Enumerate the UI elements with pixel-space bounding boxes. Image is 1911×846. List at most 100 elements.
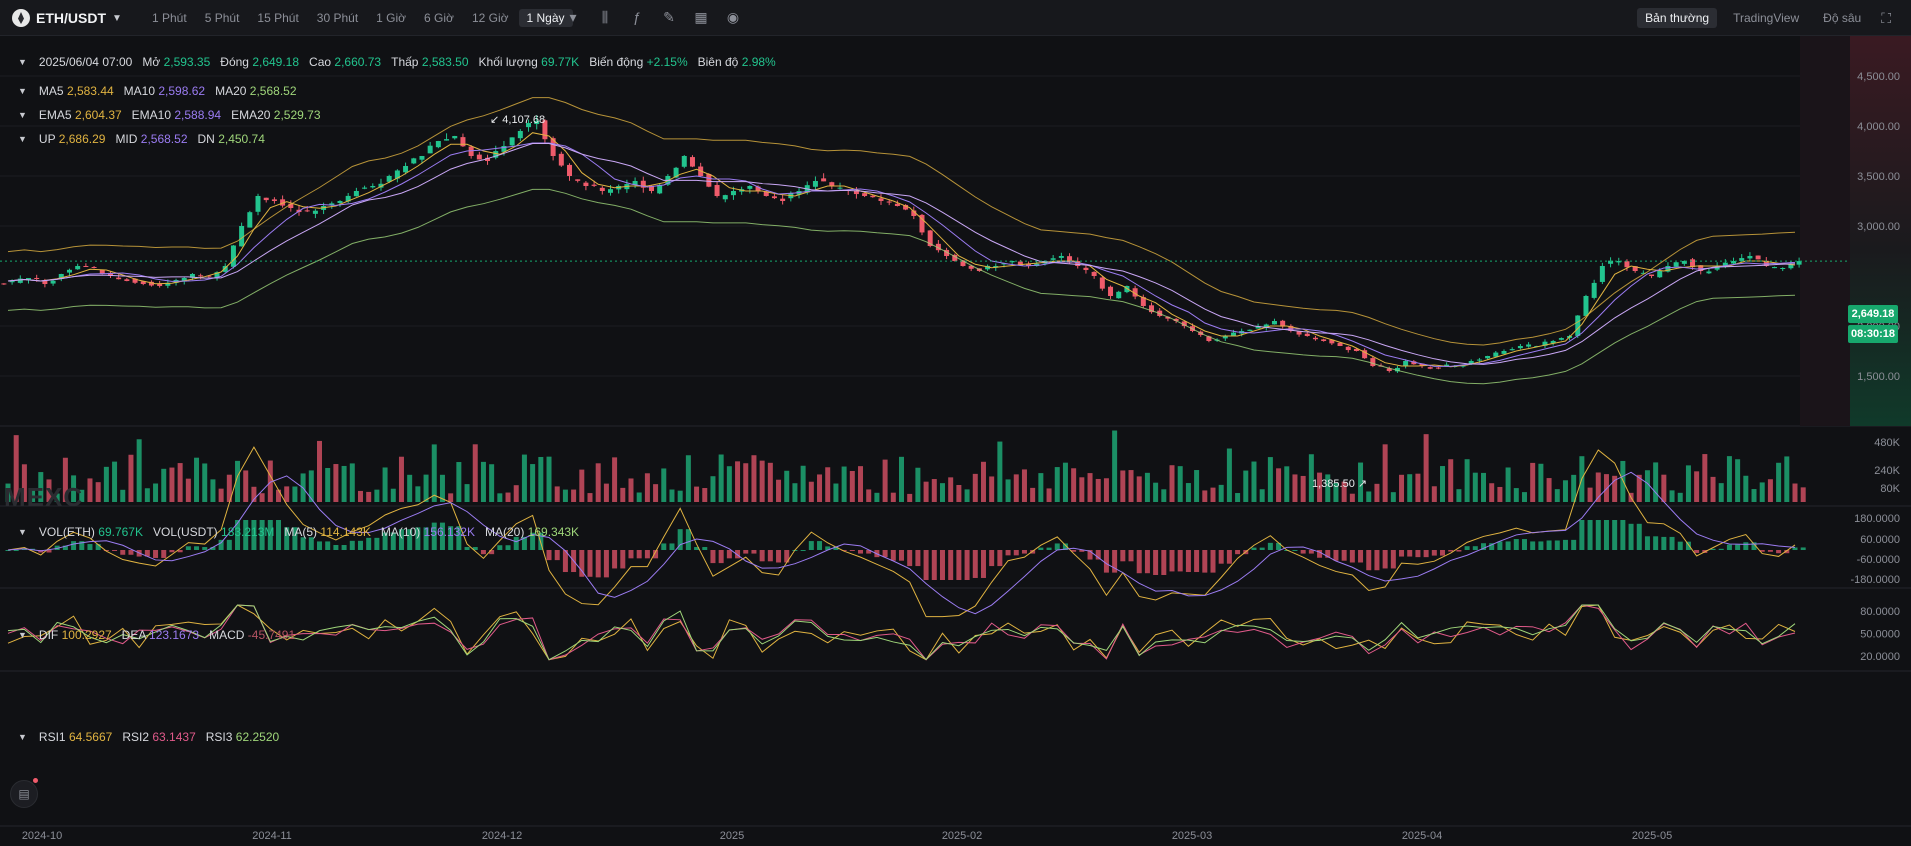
- amplitude-value: 2.98%: [741, 55, 776, 69]
- macd-histogram-bar: [243, 520, 249, 550]
- chevron-down-icon[interactable]: ▼: [112, 12, 122, 24]
- candle-body: [1780, 268, 1786, 269]
- macd-histogram-bar: [398, 529, 404, 550]
- candle-body: [370, 186, 376, 188]
- vol-ma20-label: MA(20): [484, 525, 525, 539]
- volume-tick-label: 80K: [1880, 483, 1900, 495]
- candle-type-icon[interactable]: ⫼: [601, 9, 609, 25]
- volume-tick-label: 240K: [1874, 465, 1900, 477]
- candle-body: [886, 201, 892, 203]
- macd-histogram-bar: [1185, 550, 1191, 573]
- interval-tab[interactable]: 6 Giờ: [424, 11, 454, 25]
- volume-bar: [112, 461, 118, 502]
- last-price-tag: 2,649.18: [1848, 305, 1898, 323]
- change-value: +2.15%: [646, 55, 688, 69]
- candle-body: [632, 181, 638, 186]
- interval-tab[interactable]: 1 Phút: [152, 11, 187, 25]
- macd-histogram-bar: [505, 545, 511, 550]
- macd-histogram-bar: [1112, 550, 1118, 573]
- symbol-name[interactable]: ETH/USDT: [36, 10, 106, 26]
- camera-icon[interactable]: ◉: [726, 9, 740, 25]
- boll-dn-value: 2,450.74: [218, 132, 265, 146]
- indicator-icon[interactable]: ƒ: [633, 9, 641, 25]
- volume-bar: [489, 464, 495, 502]
- candle-body: [1058, 256, 1064, 258]
- macd-histogram-bar: [1554, 540, 1560, 550]
- candle-body: [1591, 282, 1597, 298]
- chevron-down-icon[interactable]: ▼: [18, 86, 27, 96]
- macd-histogram-bar: [464, 547, 470, 550]
- interval-tab[interactable]: 12 Giờ: [471, 11, 509, 25]
- volume-bar: [333, 464, 339, 502]
- chevron-down-icon[interactable]: ▼: [18, 527, 27, 537]
- volume-bar: [169, 467, 175, 502]
- chevron-down-icon[interactable]: ▼: [18, 134, 27, 144]
- interval-dropdown-icon[interactable]: ▾: [569, 9, 577, 25]
- chevron-down-icon[interactable]: ▼: [18, 110, 27, 120]
- macd-histogram-bar: [210, 547, 216, 550]
- candle-body: [730, 191, 736, 196]
- candle-body: [1099, 277, 1105, 289]
- macd-histogram-bar: [251, 520, 257, 550]
- interval-tab[interactable]: 5 Phút: [204, 11, 240, 25]
- amplitude-label: Biên độ: [697, 55, 739, 69]
- macd-histogram-bar: [1620, 520, 1626, 550]
- chevron-down-icon[interactable]: ▼: [18, 630, 27, 640]
- view-tab[interactable]: Độ sâu: [1823, 11, 1862, 25]
- chevron-down-icon[interactable]: ▼: [18, 57, 27, 67]
- calendar-icon[interactable]: ▤: [10, 780, 38, 808]
- fullscreen-icon[interactable]: ⛶: [1881, 9, 1891, 26]
- macd-histogram-bar: [1513, 539, 1519, 550]
- macd-histogram-bar: [1653, 536, 1659, 550]
- candle-body: [1, 283, 7, 285]
- chevron-down-icon[interactable]: ▼: [18, 732, 27, 742]
- view-tab[interactable]: TradingView: [1733, 11, 1800, 25]
- macd-histogram-bar: [1349, 550, 1355, 563]
- volume-bar: [1374, 483, 1380, 502]
- candle-body: [1403, 361, 1409, 367]
- volume-bar: [735, 461, 741, 502]
- volume-bar: [1784, 456, 1790, 502]
- macd-histogram-bar: [694, 547, 700, 550]
- macd-histogram-bar: [235, 520, 241, 550]
- volume-bar: [628, 478, 634, 502]
- candle-body: [1304, 333, 1310, 336]
- volume-bar: [1218, 484, 1224, 502]
- macd-histogram-bar: [1694, 550, 1700, 553]
- dea-value: 123.1673: [149, 628, 200, 642]
- ema-legend: ▼ EMA5 2,604.37 EMA10 2,588.94 EMA20 2,5…: [18, 108, 321, 122]
- candle-body: [1140, 297, 1146, 306]
- volume-bar: [374, 489, 380, 502]
- volume-bar: [54, 493, 60, 502]
- symbol-selector[interactable]: ETH/USDT ▼: [12, 9, 122, 27]
- volume-bar: [1472, 472, 1478, 502]
- period-low-value: 1,385.50: [1312, 478, 1355, 490]
- draw-pencil-icon[interactable]: ✎: [663, 9, 675, 25]
- macd-histogram-bar: [1571, 539, 1577, 550]
- interval-tab[interactable]: 15 Phút: [257, 11, 299, 25]
- volume-bar: [1513, 488, 1519, 502]
- volume-bar: [1038, 473, 1044, 502]
- candle-body: [853, 190, 859, 195]
- ma20-line: [7, 143, 1796, 365]
- volume-bar: [1464, 459, 1470, 502]
- view-tab[interactable]: Bản thường: [1637, 8, 1718, 28]
- candle-body: [755, 186, 761, 192]
- layout-grid-icon[interactable]: ▦: [694, 9, 708, 25]
- rsi3-line: [7, 604, 1796, 661]
- volume-bar: [956, 484, 962, 502]
- chart-canvas[interactable]: 4,500.004,000.003,500.003,000.002,000.00…: [0, 36, 1911, 846]
- macd-tick-label: 60.0000: [1860, 534, 1900, 546]
- macd-histogram-bar: [448, 526, 454, 550]
- volume-bar: [1603, 474, 1609, 502]
- macd-histogram-bar: [1038, 547, 1044, 550]
- volume-bar: [1743, 475, 1749, 502]
- volume-bar: [1521, 492, 1527, 502]
- volume-bar: [972, 473, 978, 502]
- close-value: 2,649.18: [252, 55, 300, 69]
- interval-tab[interactable]: 1 Giờ: [376, 11, 407, 25]
- interval-tab[interactable]: 1 Ngày: [518, 9, 573, 27]
- volume-bar: [398, 456, 404, 502]
- interval-tab[interactable]: 30 Phút: [316, 11, 359, 25]
- candle-body: [1001, 263, 1007, 265]
